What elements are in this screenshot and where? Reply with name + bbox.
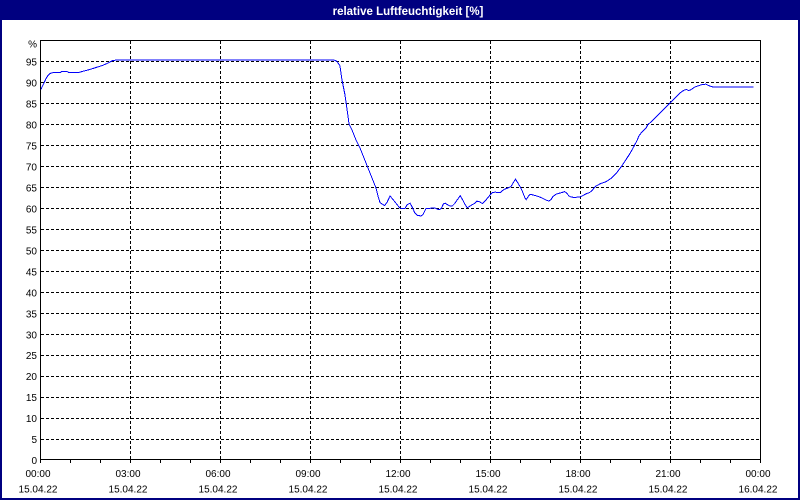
svg-text:35: 35 bbox=[26, 309, 38, 320]
svg-text:85: 85 bbox=[26, 100, 38, 111]
svg-text:18:00: 18:00 bbox=[565, 469, 590, 480]
svg-text:70: 70 bbox=[26, 163, 38, 174]
svg-text:15:00: 15:00 bbox=[475, 469, 500, 480]
svg-text:5: 5 bbox=[31, 435, 37, 446]
svg-text:15.04.22: 15.04.22 bbox=[199, 485, 238, 496]
svg-text:60: 60 bbox=[26, 204, 38, 215]
svg-text:80: 80 bbox=[26, 121, 38, 132]
svg-text:65: 65 bbox=[26, 183, 38, 194]
svg-text:75: 75 bbox=[26, 142, 38, 153]
svg-text:40: 40 bbox=[26, 288, 38, 299]
svg-text:03:00: 03:00 bbox=[115, 469, 140, 480]
svg-text:55: 55 bbox=[26, 225, 38, 236]
svg-text:30: 30 bbox=[26, 330, 38, 341]
svg-text:50: 50 bbox=[26, 246, 38, 257]
svg-text:12:00: 12:00 bbox=[385, 469, 410, 480]
svg-text:15.04.22: 15.04.22 bbox=[289, 485, 328, 496]
svg-text:09:00: 09:00 bbox=[295, 469, 320, 480]
svg-text:15.04.22: 15.04.22 bbox=[559, 485, 598, 496]
svg-text:06:00: 06:00 bbox=[205, 469, 230, 480]
svg-text:0: 0 bbox=[31, 456, 37, 467]
svg-text:90: 90 bbox=[26, 79, 38, 90]
svg-text:95: 95 bbox=[26, 58, 38, 69]
svg-text:15.04.22: 15.04.22 bbox=[649, 485, 688, 496]
svg-text:45: 45 bbox=[26, 267, 38, 278]
svg-text:15.04.22: 15.04.22 bbox=[19, 485, 58, 496]
svg-text:%: % bbox=[28, 40, 37, 51]
svg-text:25: 25 bbox=[26, 351, 38, 362]
svg-text:16.04.22: 16.04.22 bbox=[739, 485, 778, 496]
svg-text:20: 20 bbox=[26, 372, 38, 383]
svg-text:00:00: 00:00 bbox=[745, 469, 770, 480]
svg-text:10: 10 bbox=[26, 414, 38, 425]
svg-text:15.04.22: 15.04.22 bbox=[469, 485, 508, 496]
svg-text:15.04.22: 15.04.22 bbox=[109, 485, 148, 496]
svg-text:15.04.22: 15.04.22 bbox=[379, 485, 418, 496]
svg-text:relative Luftfeuchtigkeit [%]: relative Luftfeuchtigkeit [%] bbox=[333, 6, 484, 18]
svg-text:00:00: 00:00 bbox=[25, 469, 50, 480]
svg-text:21:00: 21:00 bbox=[655, 469, 680, 480]
svg-text:15: 15 bbox=[26, 393, 38, 404]
